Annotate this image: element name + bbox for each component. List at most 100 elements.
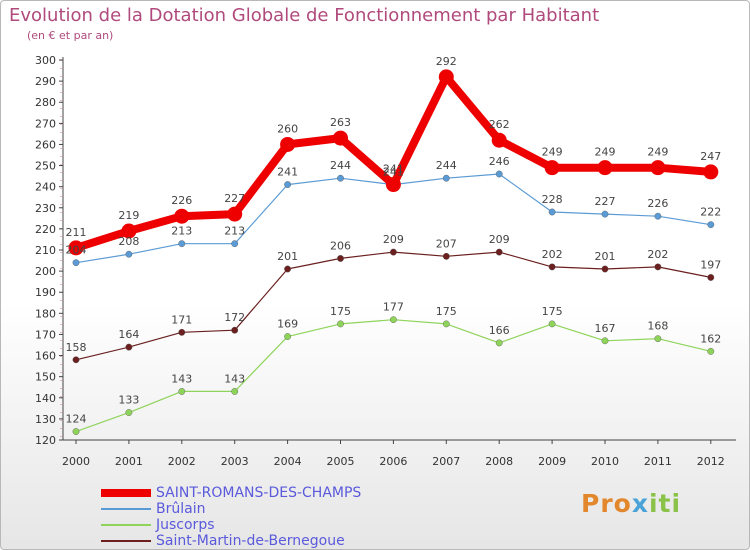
data-point (389, 316, 397, 324)
data-point (72, 356, 80, 364)
x-tick-label: 2007 (432, 455, 460, 468)
data-label: 201 (277, 250, 298, 263)
data-label: 219 (118, 209, 139, 222)
data-label: 241 (383, 166, 404, 179)
data-point (442, 252, 450, 260)
data-label: 201 (595, 250, 616, 263)
data-point (495, 248, 503, 256)
data-point (333, 130, 348, 146)
data-point (231, 388, 239, 395)
legend-label: SAINT-ROMANS-DES-CHAMPS (156, 485, 362, 501)
data-label: 206 (330, 239, 351, 252)
x-tick-label: 2011 (644, 455, 672, 468)
data-label: 241 (277, 166, 298, 179)
x-tick-label: 2008 (485, 455, 513, 468)
data-label: 207 (436, 237, 457, 250)
axes: 120 130 140 150 160 170 180 190 200 210 220 230 240 2… (35, 54, 736, 468)
data-point (178, 240, 186, 248)
y-tick-label: 170 (35, 328, 56, 341)
data-label: 228 (542, 193, 563, 206)
data-label: 244 (436, 159, 457, 172)
y-tick-label: 180 (35, 307, 56, 320)
data-point (707, 221, 715, 229)
x-tick-label: 2003 (221, 455, 249, 468)
data-label: 247 (700, 150, 721, 163)
data-point (707, 274, 715, 281)
data-point (495, 170, 503, 178)
data-label: 133 (118, 394, 139, 407)
data-point (654, 212, 662, 220)
data-point (707, 347, 715, 355)
x-tick-label: 2009 (538, 455, 566, 468)
data-label: 227 (595, 195, 616, 208)
y-tick-label: 190 (35, 286, 56, 299)
x-tick-label: 2012 (697, 455, 725, 468)
data-label: 197 (700, 258, 721, 271)
data-label: 226 (647, 197, 668, 210)
data-label: 175 (330, 305, 351, 318)
data-label: 244 (330, 159, 351, 172)
data-point (284, 181, 291, 188)
data-label: 249 (647, 146, 668, 159)
data-label: 262 (489, 118, 510, 131)
data-point (389, 248, 397, 256)
legend-swatch (101, 489, 151, 497)
y-tick-label: 260 (35, 138, 56, 151)
data-label: 204 (66, 244, 87, 257)
y-tick-label: 290 (35, 75, 56, 88)
data-point (337, 255, 344, 262)
y-tick-label: 120 (35, 434, 56, 447)
data-label: 213 (224, 225, 245, 238)
x-tick-label: 2005 (327, 455, 355, 468)
legend-label: Juscorps (156, 517, 215, 533)
data-point (548, 208, 556, 216)
data-point (442, 320, 450, 328)
data-point (442, 174, 450, 182)
data-label: 249 (542, 146, 563, 159)
logo-part-1: Pro (581, 489, 632, 518)
y-tick-label: 140 (35, 392, 56, 405)
data-label: 168 (647, 320, 668, 333)
data-point (548, 320, 556, 328)
data-label: 166 (489, 324, 510, 337)
legend-swatch (101, 524, 151, 526)
data-point (601, 210, 609, 218)
data-point (654, 263, 662, 271)
chart-subtitle: (en € et par an) (27, 29, 114, 42)
data-point (72, 259, 80, 267)
data-point (597, 160, 613, 176)
data-point (227, 206, 243, 222)
x-tick-label: 2002 (168, 455, 196, 468)
data-label: 241 (383, 163, 404, 176)
data-point (178, 388, 186, 395)
y-tick-label: 130 (35, 413, 56, 426)
data-label: 143 (171, 372, 192, 385)
data-point (68, 240, 84, 256)
data-point (438, 69, 454, 85)
data-label: 222 (700, 206, 721, 219)
data-point (284, 333, 291, 340)
data-label: 169 (277, 318, 298, 331)
data-point (280, 136, 296, 152)
data-point (72, 428, 80, 435)
data-point (385, 177, 401, 193)
y-tick-label: 250 (35, 160, 56, 173)
logo-part-3: iti (648, 489, 682, 518)
data-point (125, 343, 133, 351)
x-tick-label: 2000 (62, 455, 90, 468)
data-label: 208 (118, 235, 139, 248)
data-label: 226 (171, 194, 192, 207)
series-layer (68, 69, 719, 435)
y-tick-label: 210 (35, 244, 56, 257)
data-point (231, 240, 239, 248)
data-point (601, 265, 609, 273)
y-tick-label: 270 (35, 117, 56, 130)
data-label: 172 (224, 311, 245, 324)
data-point (174, 208, 190, 224)
y-tick-label: 160 (35, 350, 56, 363)
data-point (337, 320, 344, 328)
legend-swatch (101, 540, 151, 542)
data-label: 167 (595, 322, 616, 335)
